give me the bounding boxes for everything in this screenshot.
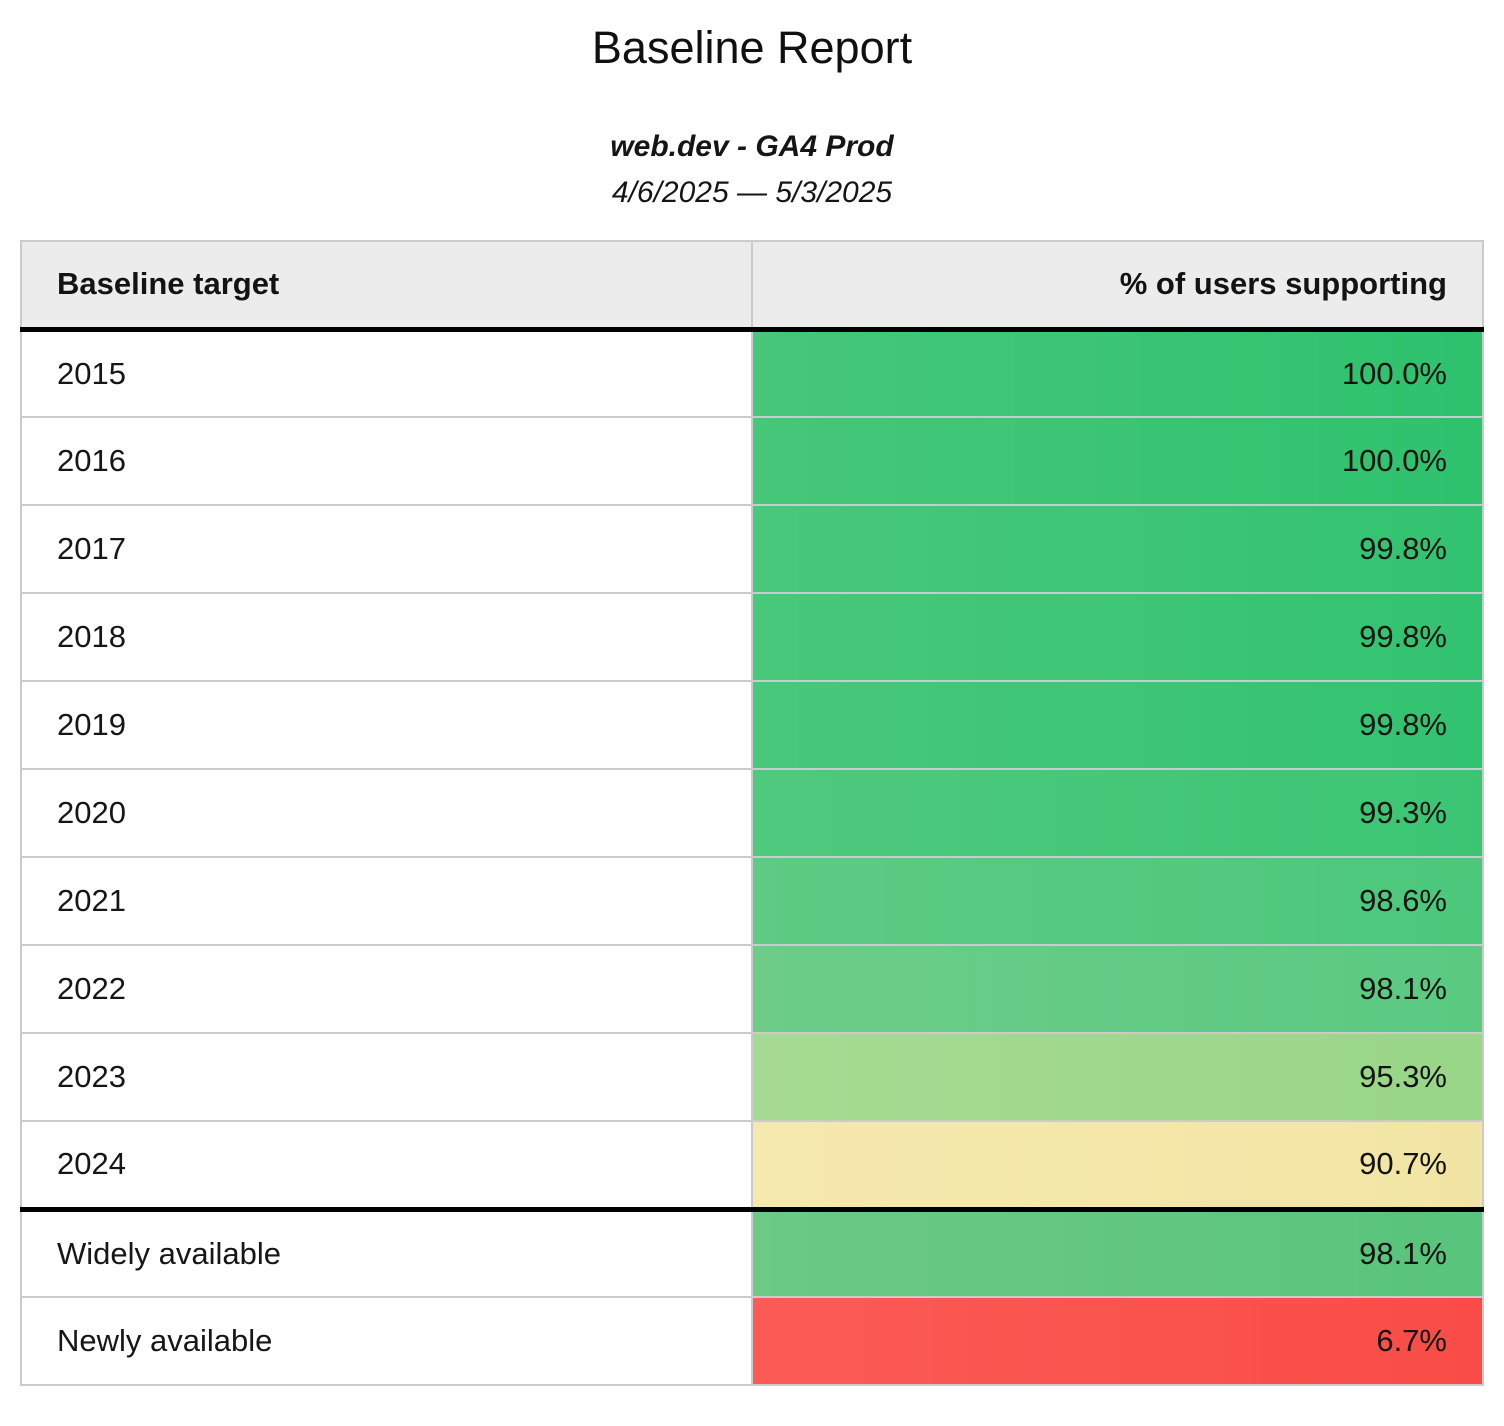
baseline-support-table: Baseline target % of users supporting 20… — [20, 240, 1484, 1386]
report-date-range: 4/6/2025 — 5/3/2025 — [611, 176, 893, 209]
support-value-cell: 98.1% — [751, 944, 1484, 1034]
baseline-target-cell: 2019 — [20, 680, 753, 770]
baseline-target-cell: 2015 — [20, 328, 753, 418]
column-header-baseline-target: Baseline target — [20, 240, 753, 332]
table-row-newly-available: Newly available 6.7% — [20, 1296, 1484, 1386]
page-title: Baseline Report — [591, 22, 913, 73]
table-row-2024: 2024 90.7% — [20, 1120, 1484, 1212]
baseline-target-cell: 2024 — [20, 1120, 753, 1212]
baseline-target-cell: Widely available — [20, 1208, 753, 1298]
support-value-cell: 99.8% — [751, 680, 1484, 770]
table-body: 2015 100.0% 2016 100.0% 2017 99.8% 2018 … — [20, 328, 1484, 1386]
baseline-target-cell: 2023 — [20, 1032, 753, 1122]
baseline-target-cell: 2022 — [20, 944, 753, 1034]
table-row-2018: 2018 99.8% — [20, 592, 1484, 682]
support-value-cell: 99.3% — [751, 768, 1484, 858]
baseline-target-cell: 2016 — [20, 416, 753, 506]
table-row-2022: 2022 98.1% — [20, 944, 1484, 1034]
support-value-cell: 90.7% — [751, 1120, 1484, 1212]
support-value-cell: 6.7% — [751, 1296, 1484, 1386]
table-row-2016: 2016 100.0% — [20, 416, 1484, 506]
table-row-2021: 2021 98.6% — [20, 856, 1484, 946]
support-value-cell: 95.3% — [751, 1032, 1484, 1122]
baseline-target-cell: 2020 — [20, 768, 753, 858]
table-row-2015: 2015 100.0% — [20, 328, 1484, 418]
report-source-subtitle: web.dev - GA4 Prod — [610, 130, 894, 163]
support-value-cell: 98.1% — [751, 1208, 1484, 1298]
table-header: Baseline target % of users supporting — [20, 240, 1484, 332]
table-row-2020: 2020 99.3% — [20, 768, 1484, 858]
table-row-2017: 2017 99.8% — [20, 504, 1484, 594]
support-value-cell: 99.8% — [751, 504, 1484, 594]
baseline-target-cell: 2017 — [20, 504, 753, 594]
baseline-target-cell: 2021 — [20, 856, 753, 946]
table-row-2023: 2023 95.3% — [20, 1032, 1484, 1122]
baseline-target-cell: 2018 — [20, 592, 753, 682]
support-value-cell: 100.0% — [751, 416, 1484, 506]
table-row-2019: 2019 99.8% — [20, 680, 1484, 770]
column-header-percent-users: % of users supporting — [751, 240, 1484, 332]
table-header-row: Baseline target % of users supporting — [20, 240, 1484, 332]
support-value-cell: 99.8% — [751, 592, 1484, 682]
table-row-widely-available: Widely available 98.1% — [20, 1208, 1484, 1298]
support-value-cell: 100.0% — [751, 328, 1484, 418]
baseline-target-cell: Newly available — [20, 1296, 753, 1386]
support-value-cell: 98.6% — [751, 856, 1484, 946]
